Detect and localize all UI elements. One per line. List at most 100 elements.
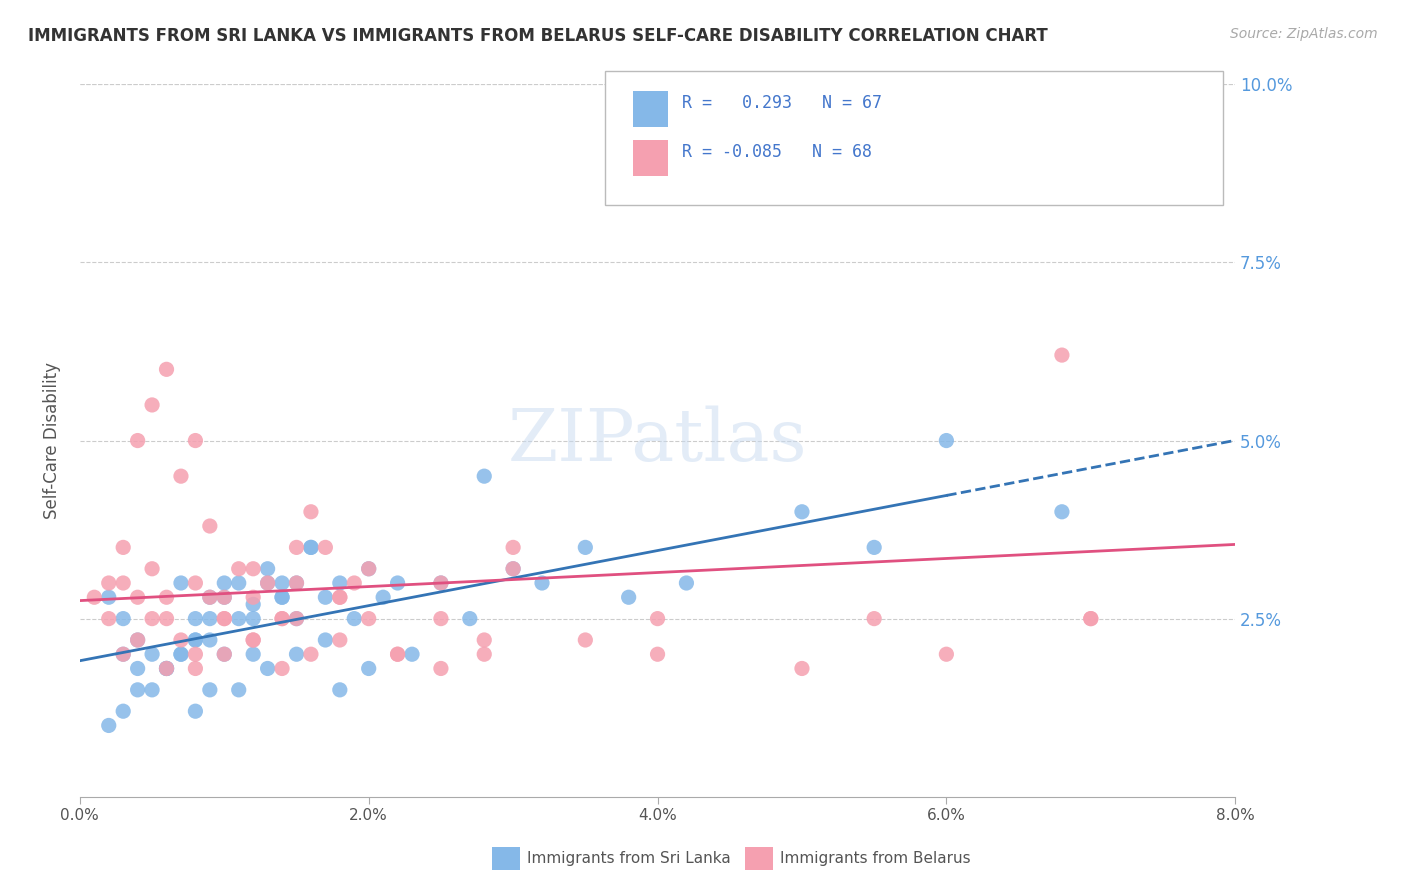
Point [314, 632, 336, 647]
Point [271, 591, 294, 605]
Point [184, 704, 207, 718]
Point [242, 562, 264, 576]
Point [574, 541, 596, 555]
Point [170, 576, 193, 591]
Point [271, 612, 294, 626]
Point [242, 632, 264, 647]
Point [214, 647, 236, 661]
Point [357, 562, 380, 576]
Point [647, 612, 669, 626]
Point [299, 647, 322, 661]
Point [155, 661, 177, 675]
Point [141, 682, 163, 697]
Point [1080, 612, 1102, 626]
Point [299, 505, 322, 519]
Point [228, 682, 250, 697]
Point [198, 632, 221, 647]
Point [314, 541, 336, 555]
Point [387, 647, 409, 661]
Point [357, 562, 380, 576]
Point [155, 661, 177, 675]
Point [271, 612, 294, 626]
Point [343, 576, 366, 591]
Point [214, 612, 236, 626]
Point [285, 612, 308, 626]
Point [502, 562, 524, 576]
Point [170, 469, 193, 483]
Point [184, 632, 207, 647]
Point [184, 661, 207, 675]
Point [647, 647, 669, 661]
Point [198, 591, 221, 605]
Point [141, 398, 163, 412]
Point [112, 612, 135, 626]
Point [198, 519, 221, 533]
Point [863, 541, 886, 555]
Point [214, 612, 236, 626]
Point [502, 562, 524, 576]
Point [256, 576, 278, 591]
Point [127, 434, 149, 448]
Point [329, 682, 352, 697]
Point [112, 647, 135, 661]
Point [155, 661, 177, 675]
Point [285, 541, 308, 555]
Point [329, 632, 352, 647]
Point [112, 576, 135, 591]
Point [373, 591, 395, 605]
Point [472, 632, 495, 647]
Point [387, 647, 409, 661]
Point [184, 612, 207, 626]
Text: IMMIGRANTS FROM SRI LANKA VS IMMIGRANTS FROM BELARUS SELF-CARE DISABILITY CORREL: IMMIGRANTS FROM SRI LANKA VS IMMIGRANTS … [28, 27, 1047, 45]
Point [314, 591, 336, 605]
Point [299, 541, 322, 555]
Point [387, 576, 409, 591]
Point [97, 718, 120, 732]
Point [228, 576, 250, 591]
Point [271, 591, 294, 605]
Point [430, 576, 453, 591]
Point [127, 591, 149, 605]
Point [170, 647, 193, 661]
Point [285, 647, 308, 661]
Point [198, 682, 221, 697]
Point [214, 576, 236, 591]
Point [329, 591, 352, 605]
Point [198, 591, 221, 605]
Text: R =   0.293   N = 67: R = 0.293 N = 67 [682, 94, 882, 112]
Point [112, 541, 135, 555]
Point [184, 647, 207, 661]
Point [214, 591, 236, 605]
Point [112, 647, 135, 661]
Point [574, 632, 596, 647]
Point [472, 469, 495, 483]
Point [285, 576, 308, 591]
Point [127, 632, 149, 647]
Point [242, 591, 264, 605]
Point [1050, 348, 1073, 362]
Point [83, 591, 105, 605]
Point [935, 647, 957, 661]
Text: Source: ZipAtlas.com: Source: ZipAtlas.com [1230, 27, 1378, 41]
Point [299, 541, 322, 555]
Text: Immigrants from Belarus: Immigrants from Belarus [780, 851, 972, 865]
Point [343, 612, 366, 626]
Y-axis label: Self-Care Disability: Self-Care Disability [44, 362, 60, 519]
Point [675, 576, 697, 591]
Point [790, 505, 813, 519]
Point [285, 576, 308, 591]
Point [1050, 505, 1073, 519]
Point [430, 661, 453, 675]
Point [430, 576, 453, 591]
Point [242, 598, 264, 612]
Point [502, 541, 524, 555]
Point [430, 612, 453, 626]
Point [530, 576, 553, 591]
Point [242, 632, 264, 647]
Point [242, 647, 264, 661]
Point [458, 612, 481, 626]
Point [472, 647, 495, 661]
Point [285, 612, 308, 626]
Point [141, 562, 163, 576]
Point [155, 661, 177, 675]
